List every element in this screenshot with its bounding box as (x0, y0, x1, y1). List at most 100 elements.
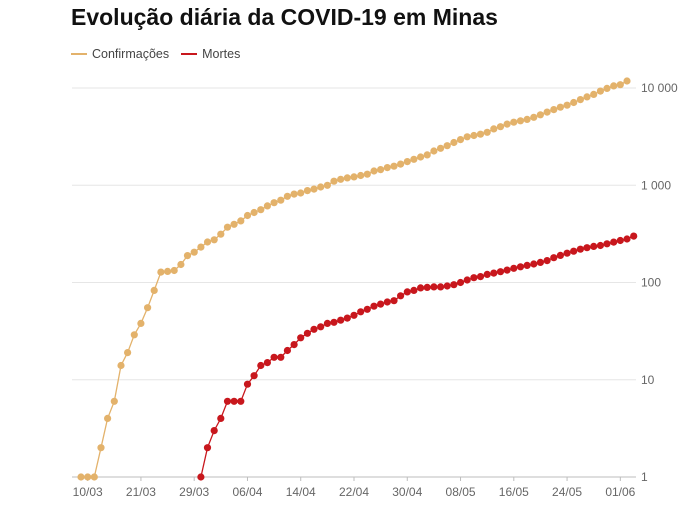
data-point-confirmacoes (576, 96, 585, 104)
data-point-mortes (230, 397, 238, 405)
data-point-mortes (476, 273, 485, 281)
data-point-confirmacoes (610, 82, 618, 90)
data-point-mortes (570, 247, 578, 255)
data-point-mortes (543, 257, 551, 265)
data-point-confirmacoes (456, 136, 465, 144)
data-point-confirmacoes (503, 120, 511, 128)
x-tick-label: 24/05 (552, 485, 582, 499)
data-point-confirmacoes (570, 98, 578, 107)
data-point-confirmacoes (523, 115, 531, 123)
legend-item-mortes[interactable]: Mortes (181, 47, 240, 61)
data-point-mortes (603, 240, 611, 248)
data-point-confirmacoes (90, 473, 98, 481)
x-tick-label: 14/04 (286, 485, 316, 499)
data-point-confirmacoes (124, 349, 132, 357)
data-point-confirmacoes (144, 304, 152, 312)
data-point-mortes (510, 264, 518, 272)
data-point-mortes (610, 238, 618, 246)
data-point-confirmacoes (190, 248, 198, 256)
data-point-mortes (470, 274, 478, 282)
data-point-confirmacoes (437, 144, 445, 152)
data-point-confirmacoes (596, 87, 605, 95)
data-point-confirmacoes (476, 130, 485, 138)
data-point-mortes (217, 414, 225, 422)
data-point-mortes (563, 249, 571, 257)
data-point-confirmacoes (257, 206, 265, 214)
data-point-confirmacoes (84, 473, 92, 481)
data-point-mortes (456, 278, 465, 287)
data-point-confirmacoes (536, 111, 545, 119)
data-point-confirmacoes (563, 101, 571, 109)
y-tick-label: 1 000 (641, 178, 671, 192)
data-point-confirmacoes (203, 238, 212, 246)
data-point-confirmacoes (297, 189, 305, 197)
data-point-confirmacoes (177, 260, 185, 269)
x-tick-label: 08/05 (446, 485, 476, 499)
data-point-mortes (390, 297, 398, 305)
data-point-confirmacoes (303, 187, 311, 195)
data-point-mortes (503, 266, 511, 274)
data-point-confirmacoes (616, 81, 624, 89)
data-point-confirmacoes (623, 77, 631, 85)
data-point-confirmacoes (516, 117, 525, 125)
data-point-mortes (363, 305, 371, 313)
legend-item-confirmacoes[interactable]: Confirmações (71, 47, 169, 61)
data-point-confirmacoes (97, 444, 105, 452)
legend-swatch-mortes (181, 53, 198, 55)
x-tick-label: 29/03 (179, 485, 209, 499)
x-tick-label: 16/05 (499, 485, 529, 499)
data-point-confirmacoes (217, 230, 225, 238)
data-point-confirmacoes (117, 361, 125, 370)
data-point-mortes (523, 261, 531, 269)
data-point-mortes (263, 359, 271, 367)
data-point-mortes (210, 427, 218, 435)
y-tick-label: 10 000 (641, 81, 678, 95)
data-point-mortes (417, 284, 425, 292)
data-point-mortes (270, 353, 278, 361)
data-point-mortes (283, 346, 291, 355)
data-point-confirmacoes (230, 220, 238, 228)
data-point-mortes (370, 302, 378, 310)
data-point-mortes (437, 283, 445, 291)
data-point-mortes (463, 276, 471, 284)
data-point-mortes (410, 286, 418, 294)
data-point-confirmacoes (110, 397, 118, 405)
data-point-mortes (443, 282, 451, 290)
data-point-mortes (516, 263, 525, 271)
x-tick-label: 22/04 (339, 485, 369, 499)
data-point-confirmacoes (317, 183, 325, 191)
data-point-mortes (550, 254, 558, 262)
data-point-mortes (330, 318, 338, 326)
data-point-mortes (337, 316, 345, 324)
series-line-confirmacoes (81, 80, 628, 478)
data-point-confirmacoes (383, 164, 391, 172)
data-point-confirmacoes (423, 151, 431, 159)
data-point-confirmacoes (343, 174, 351, 182)
data-point-confirmacoes (397, 160, 405, 168)
data-point-confirmacoes (603, 84, 611, 92)
data-point-confirmacoes (290, 190, 298, 198)
data-point-confirmacoes (350, 173, 358, 181)
data-point-confirmacoes (197, 243, 205, 251)
x-tick-label: 01/06 (605, 485, 635, 499)
data-point-confirmacoes (150, 286, 158, 294)
data-point-mortes (490, 269, 498, 277)
data-point-confirmacoes (390, 162, 398, 170)
data-point-mortes (430, 283, 438, 291)
data-point-confirmacoes (496, 123, 505, 131)
data-point-mortes (377, 300, 385, 308)
data-point-confirmacoes (170, 266, 178, 275)
data-point-confirmacoes (210, 236, 218, 244)
data-point-confirmacoes (164, 267, 172, 275)
data-point-mortes (623, 235, 631, 243)
data-point-mortes (496, 268, 505, 276)
data-point-confirmacoes (337, 175, 345, 183)
data-point-confirmacoes (357, 171, 365, 180)
data-point-confirmacoes (543, 108, 551, 116)
data-point-confirmacoes (410, 155, 418, 163)
data-point-mortes (343, 314, 351, 322)
data-point-confirmacoes (310, 185, 318, 193)
data-point-mortes (450, 281, 458, 289)
x-tick-label: 06/04 (232, 485, 262, 499)
data-point-confirmacoes (430, 147, 438, 155)
